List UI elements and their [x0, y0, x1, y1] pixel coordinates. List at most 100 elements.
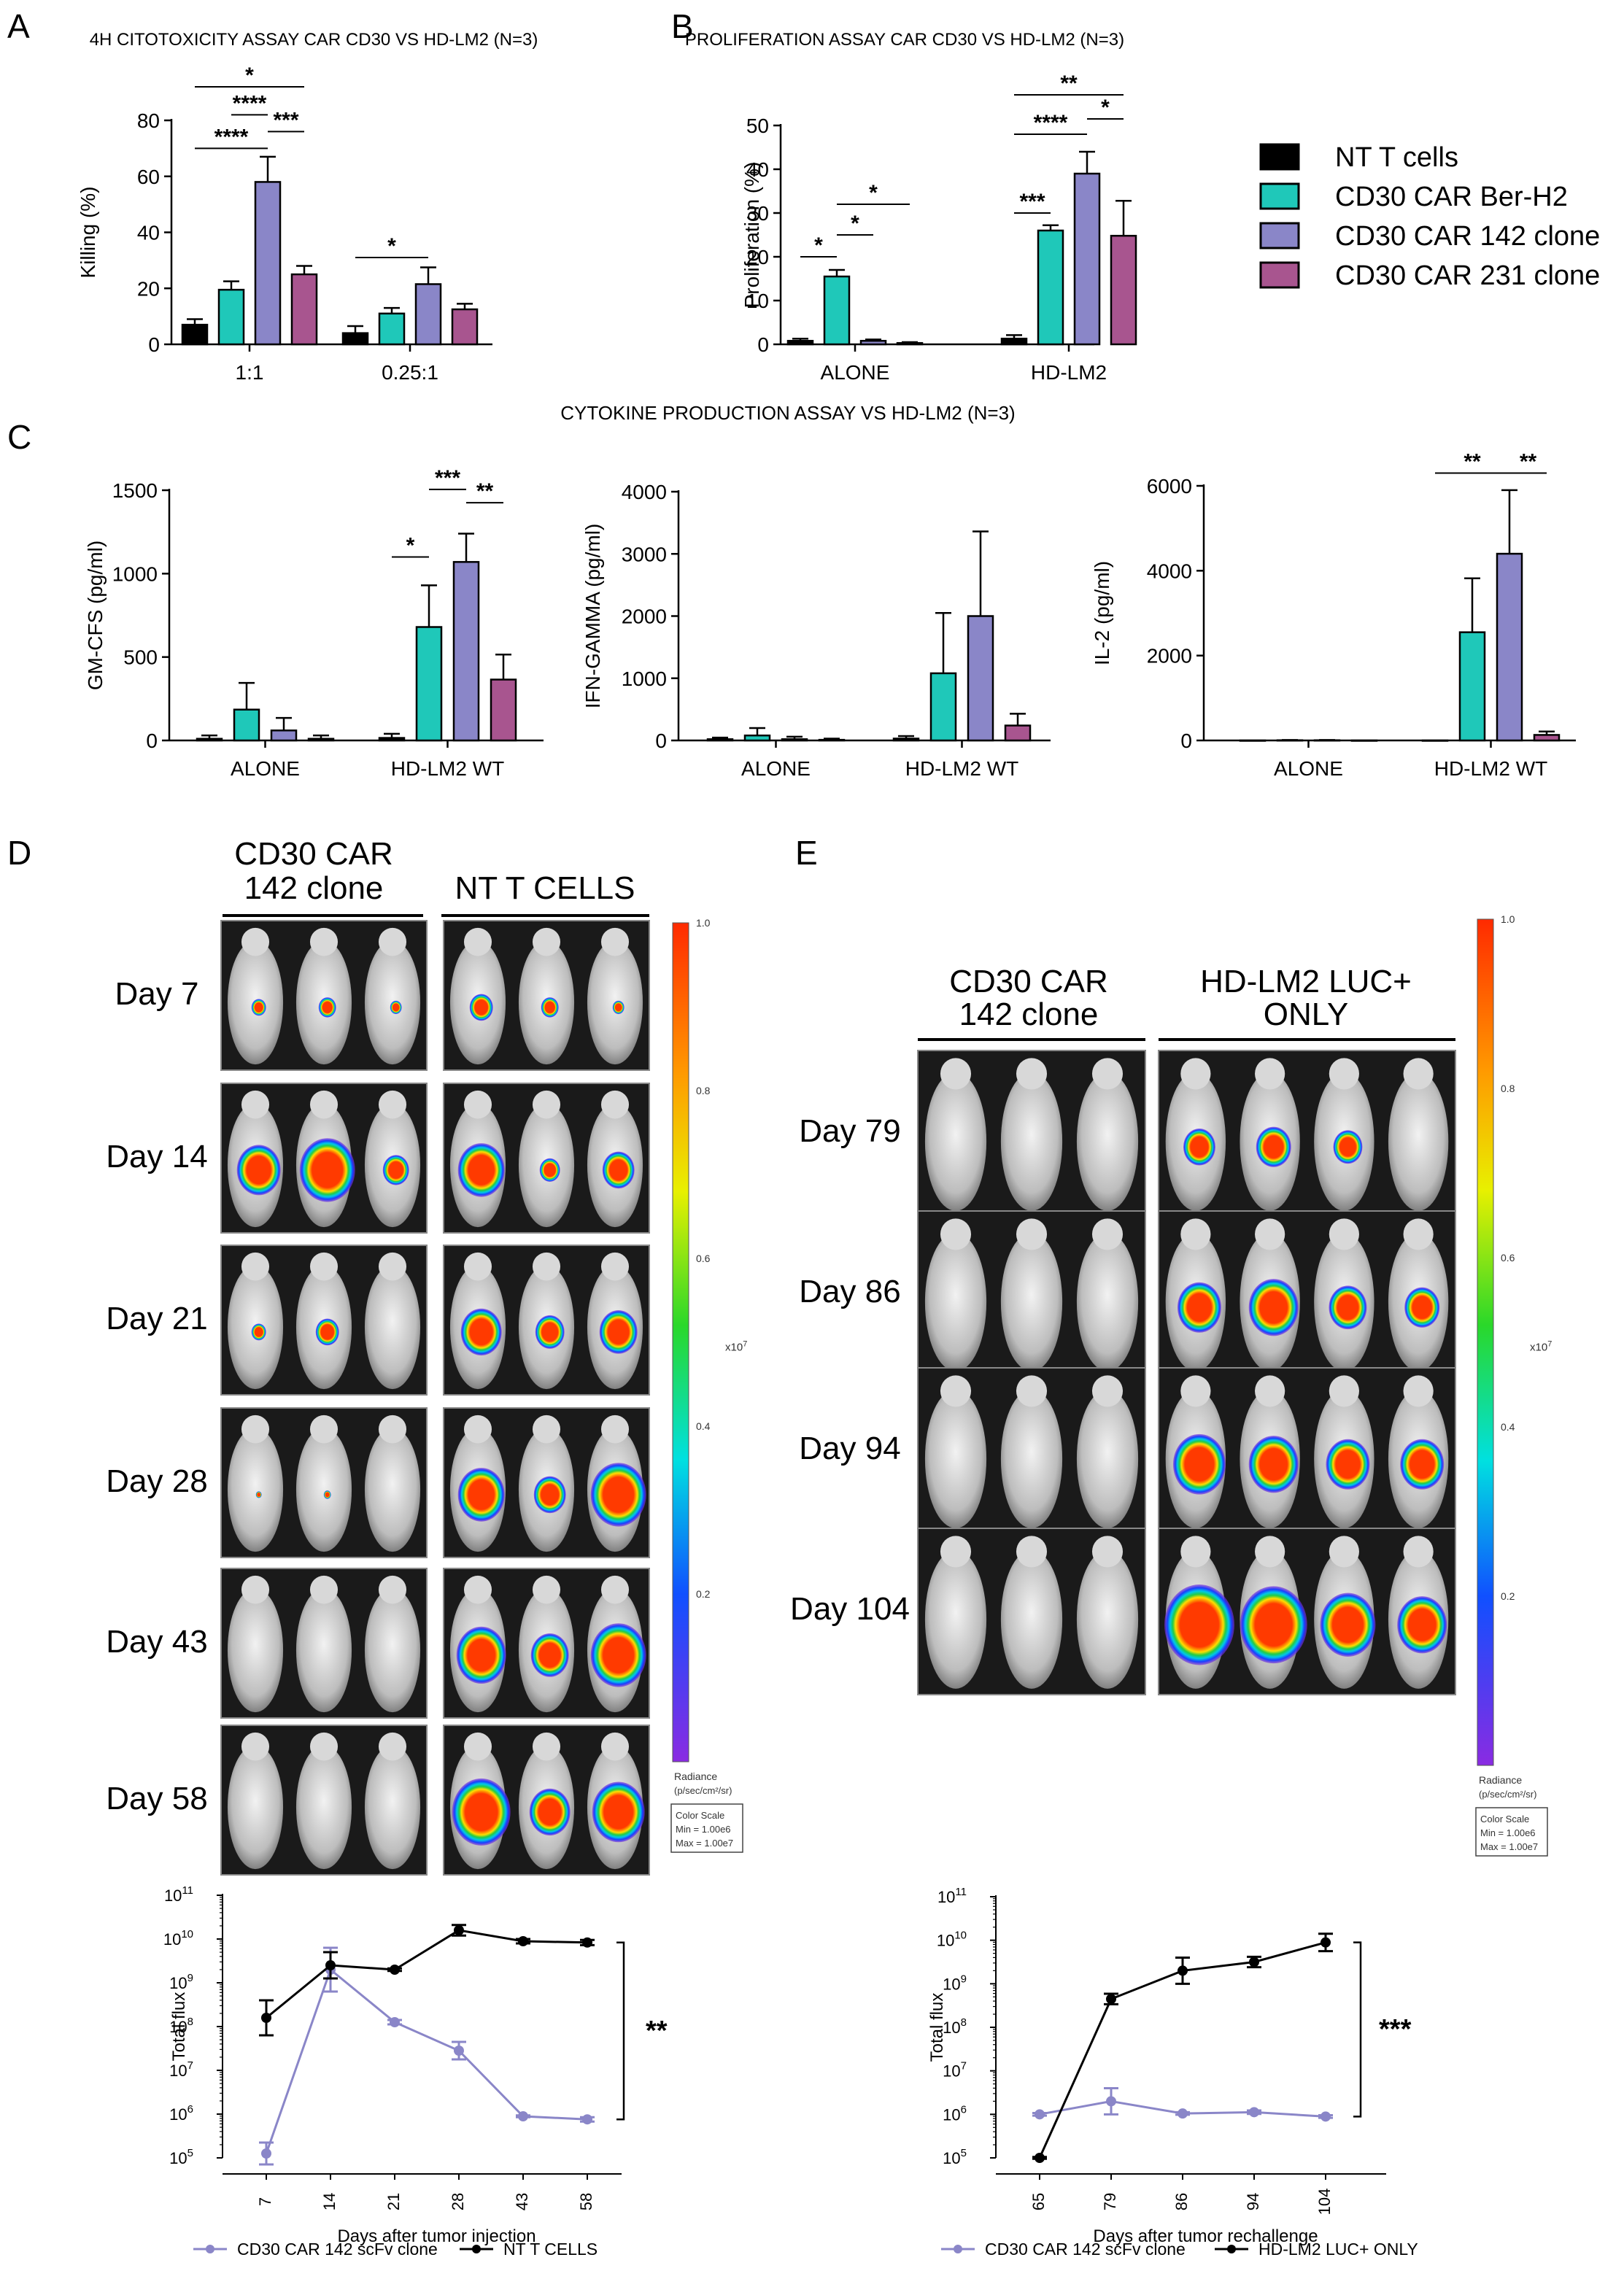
- mouse-head: [1091, 1218, 1124, 1250]
- legend-swatch-nt: [1259, 143, 1300, 171]
- mouse-head: [1091, 1375, 1124, 1407]
- y-tick-label: 2000: [1147, 645, 1192, 667]
- y-tick-exponent: 6: [961, 2103, 967, 2116]
- significance-label: **: [1463, 450, 1481, 474]
- x-tick-label: HD-LM2: [1031, 361, 1107, 384]
- bioluminescence-signal: [236, 1145, 281, 1196]
- mouse-body: [295, 1428, 352, 1552]
- bar-nt-t-cells: [341, 332, 369, 346]
- x-tick-label: 1:1: [236, 361, 264, 384]
- colorbar-tick-label: 0.4: [1501, 1421, 1515, 1433]
- colorbar-d: 1.0 0.8 0.6 0.4 0.2 x107 Radiance (p/sec/cm²/sr…: [670, 917, 747, 1853]
- mouse-head: [463, 1575, 492, 1604]
- mouse-head: [940, 1218, 972, 1250]
- bioluminescence-signal: [382, 1155, 409, 1185]
- mouse-head: [1016, 1375, 1048, 1407]
- y-tick-label: 0: [757, 333, 769, 356]
- y-axis-label: Total flux: [927, 1993, 947, 2062]
- legend: NT T cells CD30 CAR Ber-H2 CD30 CAR 142 …: [1259, 142, 1600, 291]
- mouse-head: [1403, 1375, 1434, 1407]
- y-tick-label: 0: [148, 333, 160, 356]
- colorbar-exponent-sup: 7: [743, 1340, 747, 1349]
- significance-label: ***: [1379, 2014, 1412, 2045]
- x-tick-label: HD-LM2 WT: [905, 757, 1019, 780]
- mouse-head: [532, 1415, 561, 1444]
- x-axis-label: Days after tumor injection: [337, 2226, 535, 2246]
- panel-e-imaging: CD30 CAR 142 clone HD-LM2 LUC+ ONLY Day …: [790, 964, 1456, 1695]
- mouse-head: [241, 1575, 270, 1604]
- bioluminescence-signal: [533, 1476, 566, 1514]
- x-tick-label: 94: [1244, 2193, 1262, 2210]
- chart-b-proliferation: PROLIFERATION ASSAY CAR CD30 VS HD-LM2 (…: [685, 30, 1137, 384]
- legend-marker: [472, 2245, 481, 2253]
- panel-letter-d: D: [7, 834, 31, 872]
- bioluminescence-signal: [1397, 1596, 1447, 1654]
- mouse-head: [1329, 1058, 1359, 1090]
- bioluminescence-signal: [456, 1626, 506, 1684]
- bar-cd30-car-231-clone: [1350, 739, 1378, 742]
- mouse-body: [227, 1745, 284, 1870]
- bioluminescence-signal: [529, 1788, 571, 1836]
- data-point: [518, 1936, 528, 1946]
- y-tick-label: 109: [169, 1972, 193, 1992]
- colorbar-tick-label: 1.0: [696, 917, 711, 929]
- y-tick-label: 107: [943, 2060, 967, 2081]
- mouse-head: [940, 1536, 972, 1568]
- colorbar-scale-text: Min = 1.00e6: [676, 1824, 731, 1835]
- mouse-body: [924, 1072, 987, 1211]
- bar-cd30-car-ber-h2: [1037, 229, 1064, 346]
- mouse-head: [600, 1415, 630, 1444]
- mouse-head: [309, 1252, 339, 1281]
- bioluminescence-signal: [452, 1778, 511, 1846]
- colorbar-radiance: Radiance: [674, 1771, 717, 1782]
- y-tick-exponent: 5: [961, 2147, 967, 2159]
- bioluminescence-signal: [1333, 1130, 1363, 1164]
- mouse-body: [1000, 1232, 1063, 1371]
- bioluminescence-signal: [612, 1000, 625, 1015]
- bar-nt-t-cells: [181, 323, 209, 346]
- mouse-body: [295, 1745, 352, 1870]
- y-tick-label: 0: [1180, 730, 1192, 752]
- bar-cd30-car-142-clone: [859, 339, 887, 346]
- y-axis-label: Killing (%): [77, 186, 99, 278]
- y-tick-label: 1000: [112, 562, 158, 585]
- bioluminescence-signal: [590, 1623, 646, 1687]
- x-tick-label: ALONE: [821, 361, 890, 384]
- panel-e-header-right-1: HD-LM2 LUC+: [1200, 964, 1412, 999]
- bioluminescence-signal: [251, 1323, 266, 1341]
- y-tick-label: 0: [146, 730, 158, 752]
- colorbar-tick-label: 0.6: [1501, 1252, 1515, 1264]
- y-tick-label: 6000: [1147, 475, 1192, 498]
- significance-label: *: [406, 533, 415, 557]
- day-label: Day 94: [799, 1431, 900, 1466]
- y-axis-label: IFN-GAMMA (pg/ml): [581, 524, 604, 709]
- bioluminescence-signal: [457, 1468, 505, 1522]
- significance-label: ****: [233, 91, 267, 115]
- y-tick-label: 500: [123, 646, 158, 669]
- mouse-body: [1076, 1389, 1139, 1528]
- mouse-head: [1329, 1536, 1359, 1568]
- data-point: [454, 1925, 464, 1935]
- colorbar-tick-label: 0.8: [1501, 1083, 1515, 1094]
- mouse-head: [532, 1575, 561, 1604]
- mouse-head: [1255, 1058, 1285, 1090]
- bioluminescence-signal: [539, 1158, 560, 1182]
- panel-d-imaging: CD30 CAR 142 clone NT T CELLS Day 7 Day 1…: [106, 836, 650, 1876]
- significance-label: ***: [273, 108, 298, 132]
- chart-c-ifn-gamma: 0 1000 2000 3000 4000 IFN-GAMMA (pg/ml) ALONE H…: [581, 481, 1051, 780]
- colorbar-tick-label: 0.8: [696, 1085, 711, 1096]
- mouse-head: [532, 1252, 561, 1281]
- bioluminescence-signal: [1248, 1436, 1299, 1493]
- colorbar-tick-label: 0.6: [696, 1253, 711, 1264]
- y-tick-exponent: 11: [182, 1884, 193, 1897]
- chart-title: PROLIFERATION ASSAY CAR CD30 VS HD-LM2 (…: [685, 30, 1124, 50]
- data-point: [1035, 2153, 1045, 2163]
- significance-label: **: [1060, 71, 1078, 96]
- mouse-head: [1091, 1058, 1124, 1090]
- y-axis-label: Proliferation (%): [741, 162, 763, 309]
- legend-label: NT T CELLS: [503, 2240, 598, 2259]
- bioluminescence-signal: [1404, 1287, 1440, 1328]
- bioluminescence-signal: [255, 1491, 262, 1498]
- panel-c-title: CYTOKINE PRODUCTION ASSAY VS HD-LM2 (N=3…: [560, 402, 1015, 424]
- panel-letter-a: A: [7, 7, 30, 45]
